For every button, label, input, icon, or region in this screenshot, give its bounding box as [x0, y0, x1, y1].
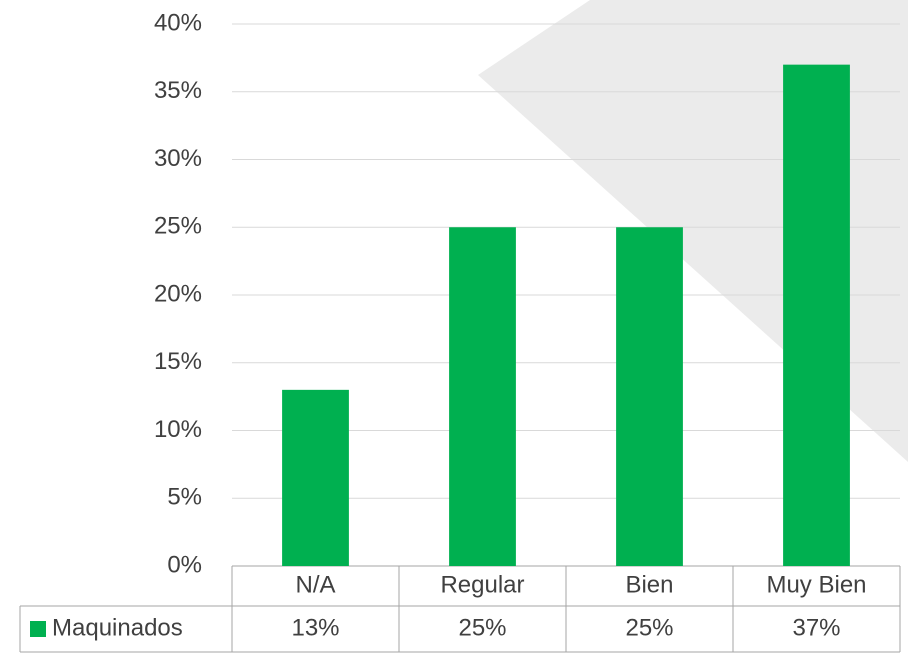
y-tick-label: 20%: [154, 280, 202, 307]
y-tick-label: 25%: [154, 213, 202, 240]
bar: [449, 227, 516, 566]
x-tick-label: Muy Bien: [766, 571, 866, 598]
table-value: 37%: [792, 614, 840, 641]
y-tick-label: 5%: [167, 484, 202, 511]
y-tick-label: 0%: [167, 551, 202, 578]
y-tick-label: 10%: [154, 416, 202, 443]
bar: [282, 389, 349, 566]
y-tick-label: 30%: [154, 145, 202, 172]
x-tick-label: Regular: [440, 571, 524, 598]
x-tick-label: Bien: [625, 571, 673, 598]
x-tick-label: N/A: [295, 571, 335, 598]
table-value: 25%: [458, 614, 506, 641]
y-tick-label: 40%: [154, 9, 202, 36]
table-value: 13%: [291, 614, 339, 641]
table-value: 25%: [625, 614, 673, 641]
bar: [616, 227, 683, 566]
bar: [783, 64, 850, 567]
y-tick-label: 15%: [154, 348, 202, 375]
legend-swatch: [30, 621, 46, 637]
legend-label: Maquinados: [52, 614, 183, 641]
y-tick-label: 35%: [154, 77, 202, 104]
